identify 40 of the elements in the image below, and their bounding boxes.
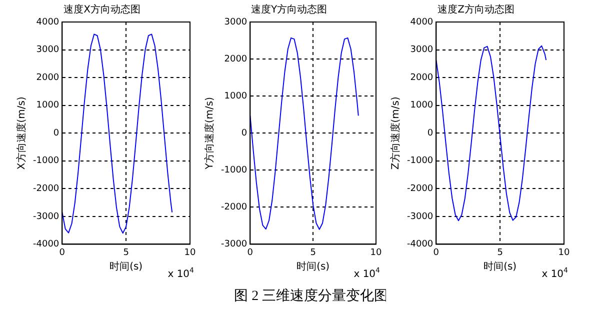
y-tick-label: 0 (241, 128, 248, 138)
y-tick-label: 2000 (36, 72, 60, 83)
y-tick-label: 1000 (36, 100, 60, 111)
y-tick-label: 2000 (224, 54, 248, 64)
y-tick-label: -1000 (32, 156, 60, 166)
x-tick-label: 10 (558, 248, 570, 258)
y-tick-label: 0 (53, 128, 60, 138)
y-tick-label: 4000 (410, 17, 434, 28)
x-axis-title: 时间(s) (296, 260, 330, 273)
y-tick-label: -2000 (406, 184, 434, 194)
y-axis-title: Z方向速度(m/s) (390, 96, 402, 170)
y-tick-label: 3000 (36, 45, 60, 56)
x-tick-label: 10 (370, 248, 382, 258)
y-tick-label: 1000 (224, 91, 248, 102)
x-axis-title: 时间(s) (484, 260, 517, 273)
y-tick-label: -1000 (220, 165, 248, 176)
y-tick-label: -2000 (32, 184, 60, 194)
y-tick-label: 4000 (36, 17, 60, 28)
y-tick-label: 2000 (410, 72, 434, 83)
y-tick-label: -2000 (220, 202, 248, 213)
y-tick-label: 1000 (410, 100, 434, 111)
x-tick-label: 5 (123, 248, 129, 258)
y-tick-label: -1000 (406, 156, 434, 166)
y-axis-title: Y方向速度(m/s) (204, 96, 216, 170)
chart-title: 速度X方向动态图 (64, 4, 140, 16)
x-axis-title: 时间(s) (110, 260, 143, 273)
y-tick-label: -3000 (220, 240, 248, 250)
y-tick-label: 3000 (224, 17, 248, 28)
y-tick-label: -4000 (406, 240, 434, 250)
y-tick-label: -4000 (32, 240, 60, 250)
y-tick-label: 0 (427, 128, 434, 138)
y-tick-label: 3000 (410, 45, 434, 56)
y-tick-label: -3000 (32, 212, 60, 222)
chart-title: 速度Z方向动态图 (438, 4, 514, 16)
y-tick-label: -3000 (406, 212, 434, 222)
x-tick-label: 5 (310, 248, 316, 258)
x-tick-label: 10 (184, 248, 196, 258)
chart-title: 速度Y方向动态图 (250, 4, 328, 16)
x-tick-label: 5 (497, 248, 503, 258)
y-axis-title: X方向速度(m/s) (16, 96, 28, 170)
